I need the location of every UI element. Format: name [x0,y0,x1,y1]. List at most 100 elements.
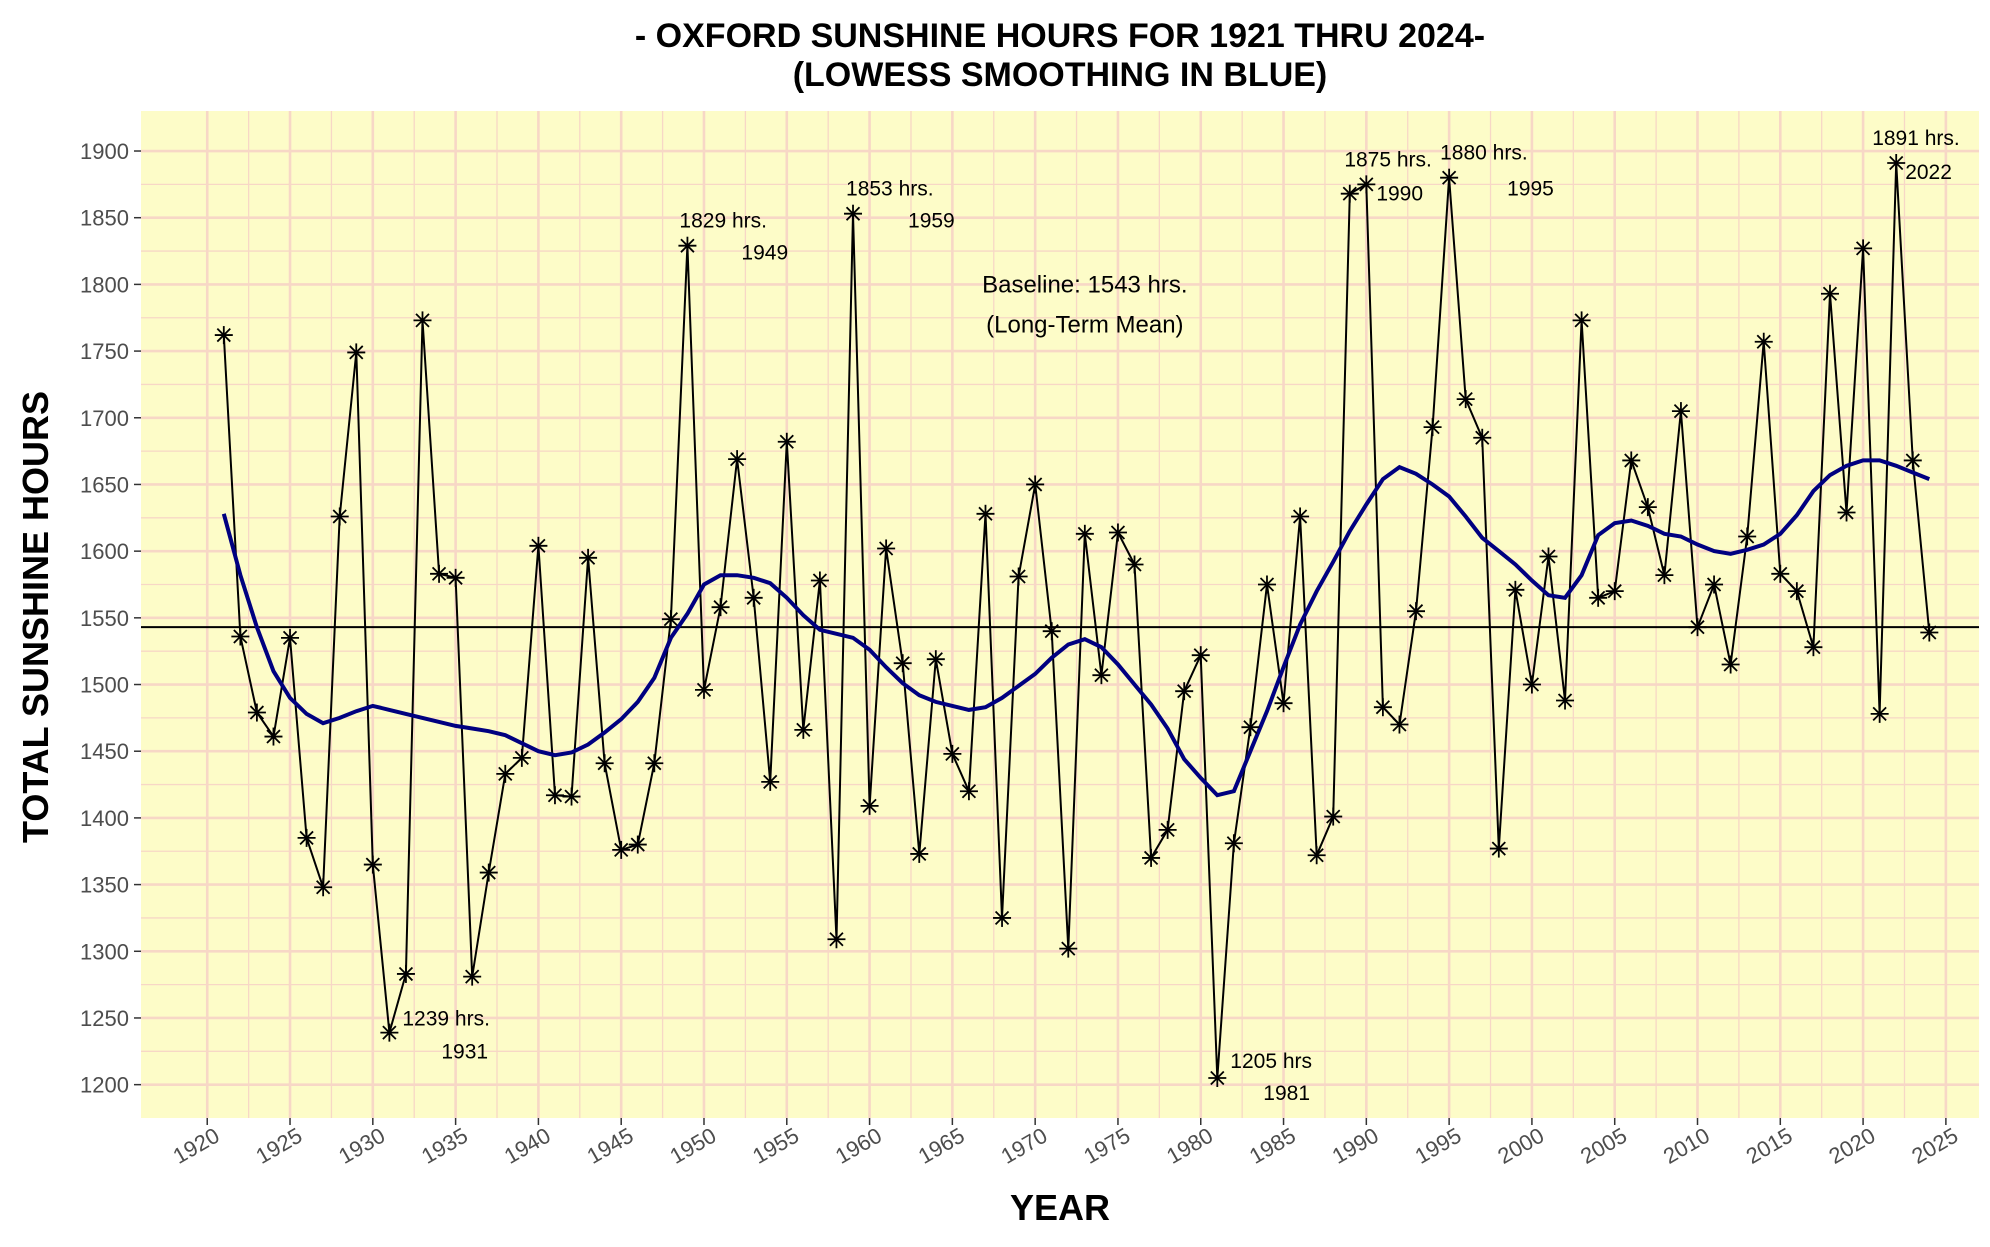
data-point [1522,675,1541,694]
data-point [1837,503,1856,522]
data-point [347,343,366,362]
data-point [1489,839,1508,858]
x-tick-label: 2010 [1659,1123,1714,1169]
data-point [1340,184,1359,203]
y-tick-label: 1450 [80,739,129,764]
data-point [612,840,631,859]
annotation-year: 1931 [441,1041,488,1064]
data-point [1920,623,1939,642]
y-tick-label: 1400 [80,806,129,831]
annotation-value: 1891 hrs. [1872,127,1960,150]
data-point [1257,575,1276,594]
data-point [860,796,879,815]
x-tick-label: 1990 [1328,1123,1383,1169]
data-point [993,908,1012,927]
annotation-value: 1875 hrs. [1344,148,1432,171]
data-point [1771,564,1790,583]
data-point [330,507,349,526]
baseline-sublabel: (Long-Term Mean) [986,311,1183,338]
data-point [529,536,548,555]
data-point [645,754,664,773]
data-point [1804,638,1823,657]
data-point [728,450,747,469]
data-point [1224,834,1243,853]
chart-title-line2: (LOWESS SMOOTHING IN BLUE) [793,56,1328,94]
data-point [214,326,233,345]
data-point [1208,1068,1227,1087]
data-point [413,311,432,330]
data-point [1820,284,1839,303]
x-tick-label: 1980 [1162,1123,1217,1169]
data-point [396,964,415,983]
x-tick-label: 2020 [1825,1123,1880,1169]
x-tick-label: 2015 [1742,1123,1797,1169]
data-point [1158,820,1177,839]
y-tick-label: 1700 [80,406,129,431]
y-axis: 1200 1250 1300 1350 1400 1450 1500 1550 1600 1650… [80,139,141,1098]
data-point [1506,580,1525,599]
data-point [1787,582,1806,601]
annotation-year: 1949 [741,242,788,265]
y-tick-label: 1800 [80,272,129,297]
data-point [579,548,598,567]
data-point [1357,175,1376,194]
data-point [926,650,945,669]
data-point [877,539,896,558]
data-point [1026,475,1045,494]
data-point [1887,154,1906,173]
annotation-year: 1995 [1507,178,1554,201]
data-point [297,828,316,847]
annotation-value: 1239 hrs. [402,1008,490,1031]
y-tick-label: 1300 [80,939,129,964]
data-point [1622,451,1641,470]
data-point [661,610,680,629]
x-tick-label: 1965 [914,1123,969,1169]
data-point [1009,567,1028,586]
data-point [1142,848,1161,867]
data-point [1854,239,1873,258]
x-tick-label: 1940 [500,1123,555,1169]
data-point [1274,694,1293,713]
data-point [810,571,829,590]
x-tick-label: 1925 [251,1123,306,1169]
data-point [1870,704,1889,723]
major-gridlines [141,111,1979,1118]
data-point [1042,622,1061,641]
baseline-label: Baseline: 1543 hrs. [982,271,1187,298]
data-point [1456,390,1475,409]
data-point [1655,566,1674,585]
data-point [777,432,796,451]
annotation-year: 1990 [1376,182,1423,205]
data-point [562,787,581,806]
data-point [231,627,250,646]
data-points [214,154,1939,1087]
data-point [1407,602,1426,621]
data-point [1539,547,1558,566]
data-point [380,1023,399,1042]
data-point [446,568,465,587]
y-tick-label: 1650 [80,472,129,497]
annotation-value: 1205 hrs [1230,1050,1312,1073]
data-point [1390,715,1409,734]
data-point [1191,646,1210,665]
x-axis: 1920 1925 1930 1935 1940 1945 1950 1955 1960 1965… [169,1118,1962,1169]
data-point [1721,655,1740,674]
x-tick-label: 2000 [1493,1123,1548,1169]
data-point [512,748,531,767]
x-tick-label: 1955 [748,1123,803,1169]
lowess-smooth-line [221,458,1931,798]
data-point [1589,588,1608,607]
data-point [595,754,614,773]
data-point [1291,507,1310,526]
annotation-year: 2022 [1905,161,1952,184]
y-tick-label: 1500 [80,673,129,698]
data-point [1556,691,1575,710]
annotation-value: 1853 hrs. [846,178,934,201]
data-point [1241,718,1260,737]
data-point [1125,555,1144,574]
x-tick-label: 1920 [169,1123,224,1169]
y-axis-title: TOTAL SUNSHINE HOURS [15,391,56,843]
y-tick-label: 1600 [80,539,129,564]
data-point [678,236,697,255]
